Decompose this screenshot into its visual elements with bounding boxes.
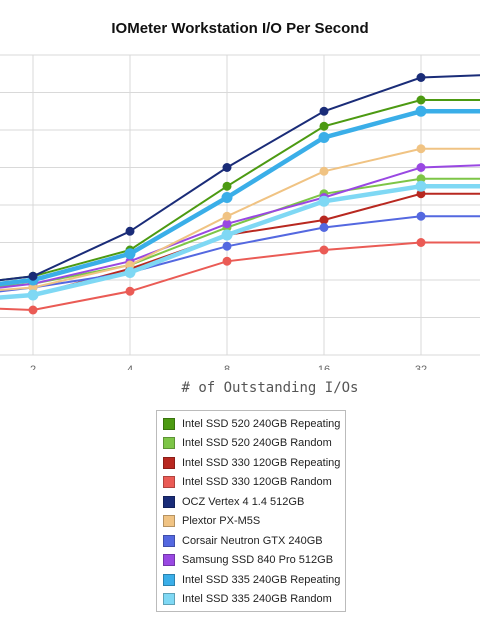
- legend-label: Samsung SSD 840 Pro 512GB: [182, 554, 334, 567]
- data-point: [28, 271, 38, 281]
- series-intel-ssd-520-240gb-repeating: [0, 95, 480, 282]
- data-point: [27, 289, 39, 301]
- data-point: [28, 305, 38, 315]
- data-point: [221, 229, 233, 241]
- x-tick-label: 2: [30, 364, 36, 370]
- x-tick-label: 4: [127, 364, 133, 370]
- legend-swatch: [163, 554, 175, 567]
- legend-swatch: [163, 417, 175, 430]
- data-point: [318, 132, 330, 143]
- data-point: [222, 219, 232, 229]
- series-ocz-vertex-4-1-4-512gb: [0, 73, 480, 282]
- data-point: [319, 245, 329, 255]
- legend-label: Intel SSD 520 240GB Repeating: [182, 417, 341, 430]
- data-point: [222, 241, 232, 251]
- legend-item: Plextor PX-M5S: [157, 512, 345, 532]
- legend-item: Intel SSD 330 120GB Repeating: [157, 453, 345, 473]
- legend-swatch: [163, 437, 175, 450]
- data-point: [416, 144, 426, 154]
- series-line: [0, 109, 480, 287]
- x-tick-label: 8: [224, 364, 230, 370]
- chart-title: IOMeter Workstation I/O Per Second: [111, 20, 369, 37]
- legend-label: Intel SSD 335 240GB Random: [182, 593, 332, 606]
- line-chart: 2 4 8 16 32: [0, 54, 480, 370]
- data-point: [222, 163, 232, 172]
- data-point: [124, 248, 136, 260]
- legend-item: Corsair Neutron GTX 240GB: [157, 531, 345, 551]
- legend-item: Intel SSD 335 240GB Repeating: [157, 570, 345, 590]
- legend-label: OCZ Vertex 4 1.4 512GB: [182, 495, 305, 508]
- legend-label: Intel SSD 520 240GB Random: [182, 437, 332, 450]
- data-point: [415, 180, 427, 192]
- x-tick-label: 32: [415, 364, 427, 370]
- series-lines: [0, 73, 480, 315]
- series-plextor-px-m5s: [0, 144, 480, 292]
- legend-item: Intel SSD 520 240GB Random: [157, 434, 345, 454]
- data-point: [28, 283, 38, 292]
- legend-label: Intel SSD 330 120GB Repeating: [182, 456, 341, 469]
- series-intel-ssd-330-120gb-random: [0, 238, 480, 315]
- legend-item: Intel SSD 330 120GB Random: [157, 473, 345, 493]
- data-point: [222, 256, 232, 266]
- gridlines: [0, 54, 480, 356]
- data-point: [319, 215, 329, 225]
- legend-swatch: [163, 476, 175, 489]
- legend-item: OCZ Vertex 4 1.4 512GB: [157, 492, 345, 512]
- x-tick-label: 16: [318, 364, 330, 370]
- legend-swatch: [163, 456, 175, 469]
- data-point: [416, 163, 426, 172]
- data-point: [318, 195, 330, 207]
- data-point: [416, 189, 426, 199]
- data-point: [124, 267, 136, 278]
- data-point: [416, 95, 426, 105]
- legend-swatch: [163, 573, 175, 586]
- legend-item: Samsung SSD 840 Pro 512GB: [157, 551, 345, 571]
- legend-swatch: [163, 593, 175, 606]
- data-point: [319, 106, 329, 116]
- data-point: [221, 192, 233, 203]
- data-point: [222, 211, 232, 221]
- data-point: [319, 223, 329, 232]
- data-point: [222, 181, 232, 191]
- legend-swatch: [163, 515, 175, 528]
- series-intel-ssd-335-240gb-random: [0, 180, 480, 301]
- data-point: [125, 260, 135, 270]
- data-point: [125, 286, 135, 296]
- series-intel-ssd-330-120gb-repeating: [0, 189, 480, 300]
- data-point: [415, 105, 427, 117]
- legend-swatch: [163, 534, 175, 547]
- legend-label: Corsair Neutron GTX 240GB: [182, 534, 323, 547]
- legend-item: Intel SSD 335 240GB Random: [157, 590, 345, 610]
- legend: Intel SSD 520 240GB Repeating Intel SSD 5…: [156, 410, 346, 612]
- data-point: [416, 238, 426, 247]
- legend-label: Intel SSD 330 120GB Random: [182, 476, 332, 489]
- data-point: [319, 166, 329, 176]
- x-axis-label: # of Outstanding I/Os: [181, 380, 359, 396]
- data-point: [416, 73, 426, 82]
- legend-swatch: [163, 495, 175, 508]
- legend-item: Intel SSD 520 240GB Repeating: [157, 414, 345, 434]
- data-point: [416, 211, 426, 221]
- series-intel-ssd-335-240gb-repeating: [0, 105, 480, 287]
- x-tick-labels: 2 4 8 16 32: [30, 364, 427, 370]
- legend-label: Plextor PX-M5S: [182, 515, 261, 528]
- data-point: [125, 226, 135, 236]
- data-point: [319, 121, 329, 131]
- legend-label: Intel SSD 335 240GB Repeating: [182, 573, 341, 586]
- data-point: [416, 174, 426, 184]
